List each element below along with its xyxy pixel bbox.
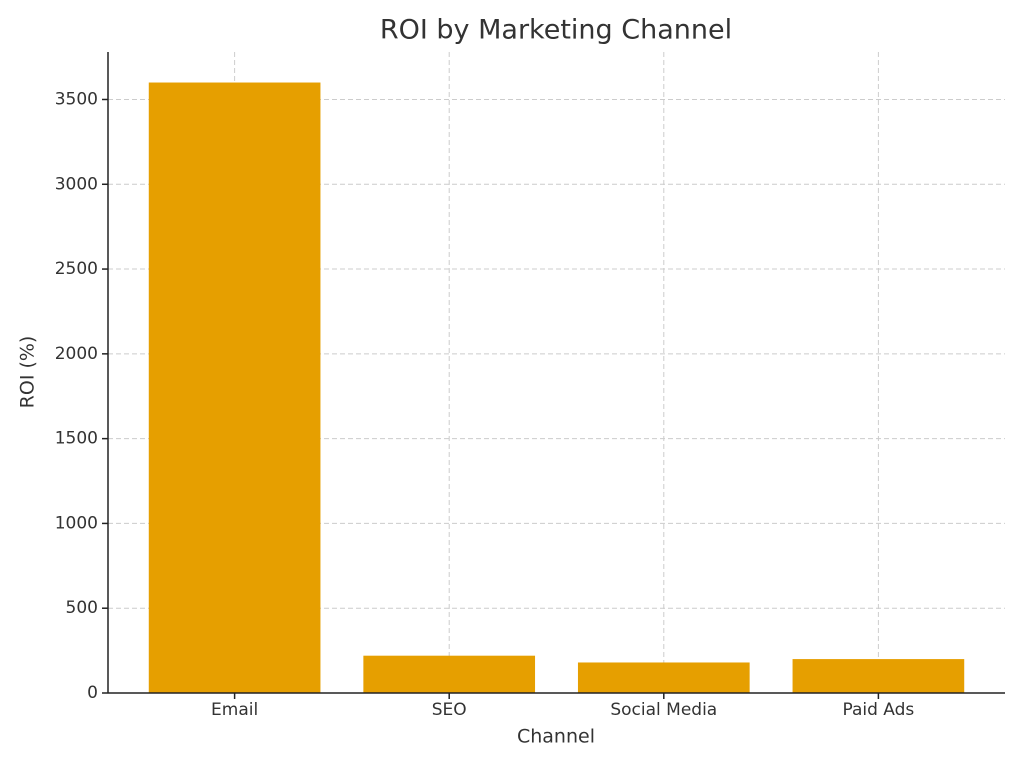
y-tick-label: 3000: [55, 174, 98, 194]
y-tick-label: 1500: [55, 429, 98, 449]
chart-title: ROI by Marketing Channel: [380, 15, 732, 46]
y-tick-label: 2500: [55, 259, 98, 279]
y-tick-label: 500: [66, 598, 98, 618]
x-tick-label: Paid Ads: [842, 700, 914, 720]
x-tick-label: Social Media: [610, 700, 717, 720]
x-axis-label: Channel: [517, 726, 595, 748]
y-tick-label: 1000: [55, 513, 98, 533]
y-tick-label: 2000: [55, 344, 98, 364]
y-tick-label: 3500: [55, 89, 98, 109]
bar: [148, 82, 321, 694]
bar: [363, 655, 536, 693]
y-axis-label: ROI (%): [17, 336, 39, 409]
x-tick-label: SEO: [432, 700, 467, 720]
y-tick-label: 0: [87, 683, 98, 703]
bar: [792, 659, 965, 693]
x-tick-label: Email: [211, 700, 258, 720]
bar: [577, 662, 750, 693]
